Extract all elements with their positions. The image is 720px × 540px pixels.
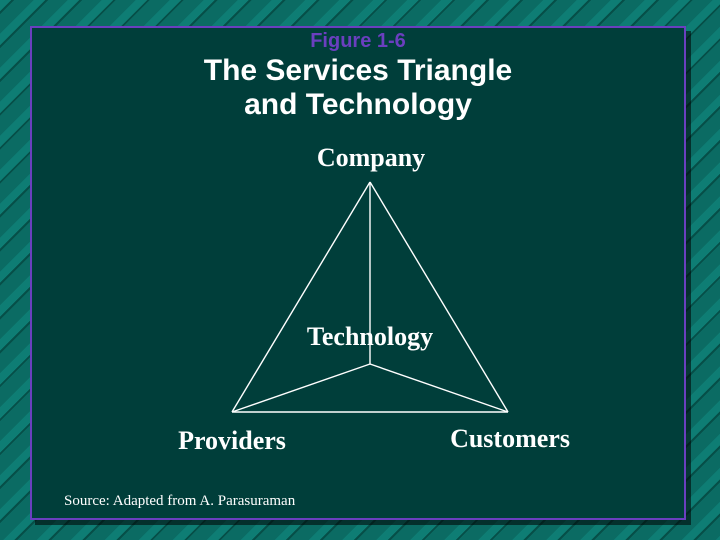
triangle-edge (370, 364, 508, 412)
vertex-label-company: Company (296, 143, 446, 173)
vertex-label-providers: Providers (142, 426, 322, 456)
vertex-label-technology: Technology (290, 322, 450, 352)
vertex-label-customers: Customers (420, 424, 600, 454)
triangle-edge (370, 182, 508, 412)
triangle-lines (232, 182, 508, 412)
triangle-edge (232, 182, 370, 412)
triangle-edge (232, 364, 370, 412)
triangle-diagram-svg (0, 0, 720, 540)
source-attribution: Source: Adapted from A. Parasuraman (64, 493, 295, 510)
